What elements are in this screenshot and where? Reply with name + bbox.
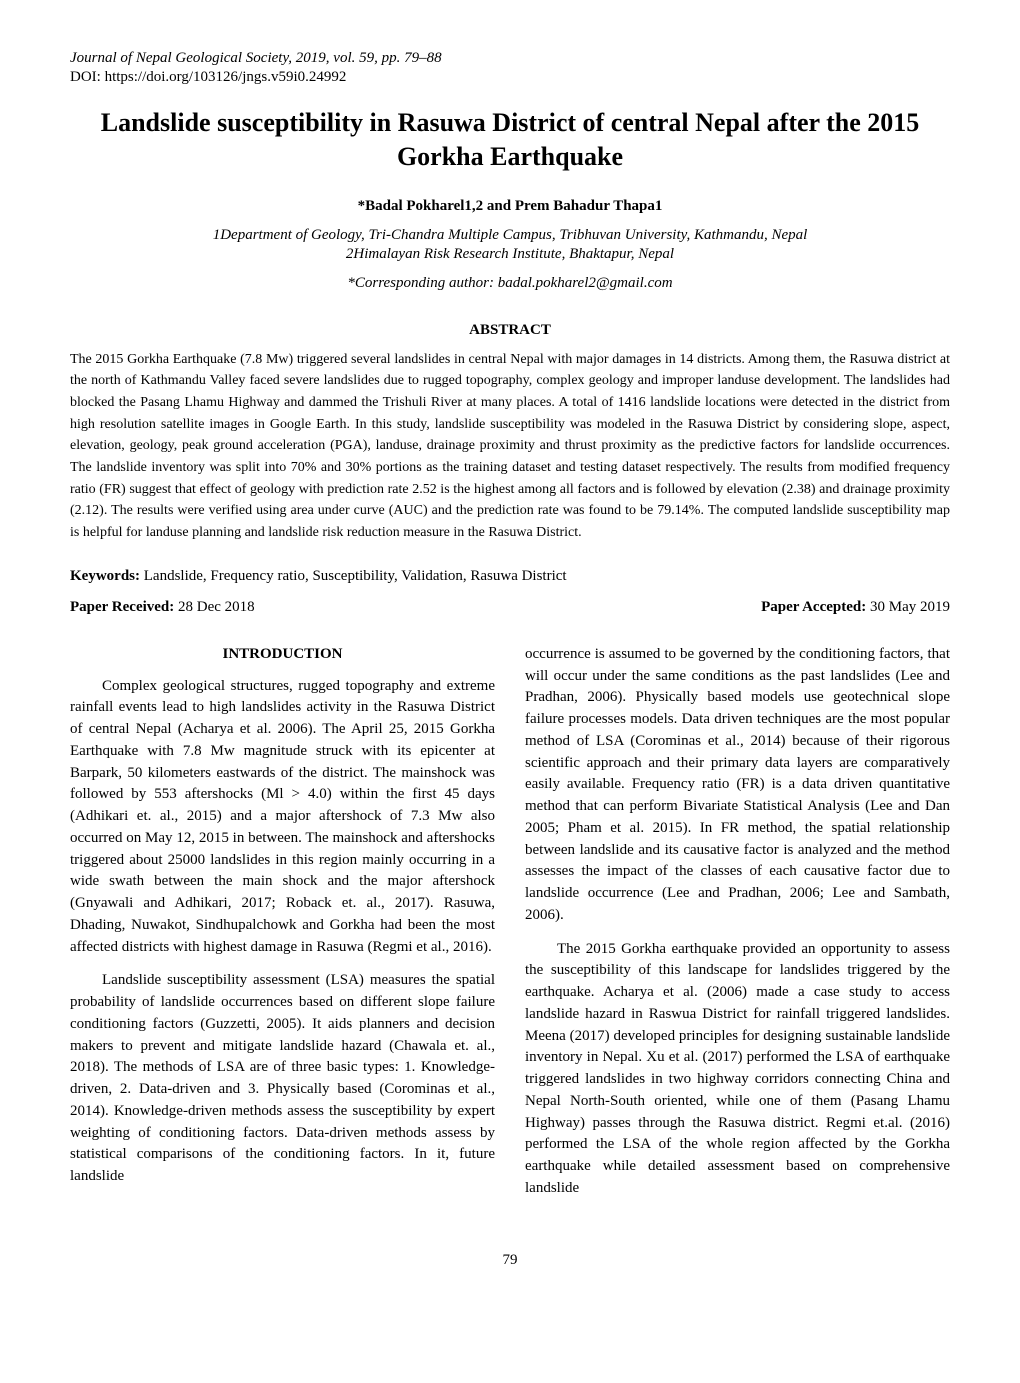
received-label: Paper Received:	[70, 599, 178, 615]
journal-line: Journal of Nepal Geological Society, 201…	[70, 50, 950, 67]
accepted-label: Paper Accepted:	[761, 599, 870, 615]
paper-title: Landslide susceptibility in Rasuwa Distr…	[70, 106, 950, 174]
intro-right-p1: occurrence is assumed to be governed by …	[525, 644, 950, 927]
affiliation-2: 2Himalayan Risk Research Institute, Bhak…	[70, 246, 950, 263]
accepted-value: 30 May 2019	[870, 599, 950, 615]
intro-left-p2: Landslide susceptibility assessment (LSA…	[70, 970, 495, 1188]
doi-line: DOI: https://doi.org/103126/jngs.v59i0.2…	[70, 69, 950, 86]
received-value: 28 Dec 2018	[178, 599, 255, 615]
keywords-label: Keywords:	[70, 568, 144, 584]
keywords: Keywords: Landslide, Frequency ratio, Su…	[70, 568, 950, 585]
paper-accepted: Paper Accepted: 30 May 2019	[761, 599, 950, 616]
intro-left-p1: Complex geological structures, rugged to…	[70, 676, 495, 959]
intro-right-p2: The 2015 Gorkha earthquake provided an o…	[525, 939, 950, 1200]
left-column: INTRODUCTION Complex geological structur…	[70, 644, 495, 1212]
abstract-text: The 2015 Gorkha Earthquake (7.8 Mw) trig…	[70, 349, 950, 544]
page-number: 79	[70, 1252, 950, 1269]
keywords-text: Landslide, Frequency ratio, Susceptibili…	[144, 568, 567, 584]
right-column: occurrence is assumed to be governed by …	[525, 644, 950, 1212]
authors: *Badal Pokharel1,2 and Prem Bahadur Thap…	[70, 198, 950, 215]
paper-received: Paper Received: 28 Dec 2018	[70, 599, 255, 616]
paper-dates: Paper Received: 28 Dec 2018 Paper Accept…	[70, 599, 950, 616]
abstract-heading: ABSTRACT	[70, 322, 950, 339]
corresponding-author: *Corresponding author: badal.pokharel2@g…	[70, 275, 950, 292]
intro-heading: INTRODUCTION	[70, 644, 495, 666]
body-columns: INTRODUCTION Complex geological structur…	[70, 644, 950, 1212]
affiliation-1: 1Department of Geology, Tri-Chandra Mult…	[70, 227, 950, 244]
